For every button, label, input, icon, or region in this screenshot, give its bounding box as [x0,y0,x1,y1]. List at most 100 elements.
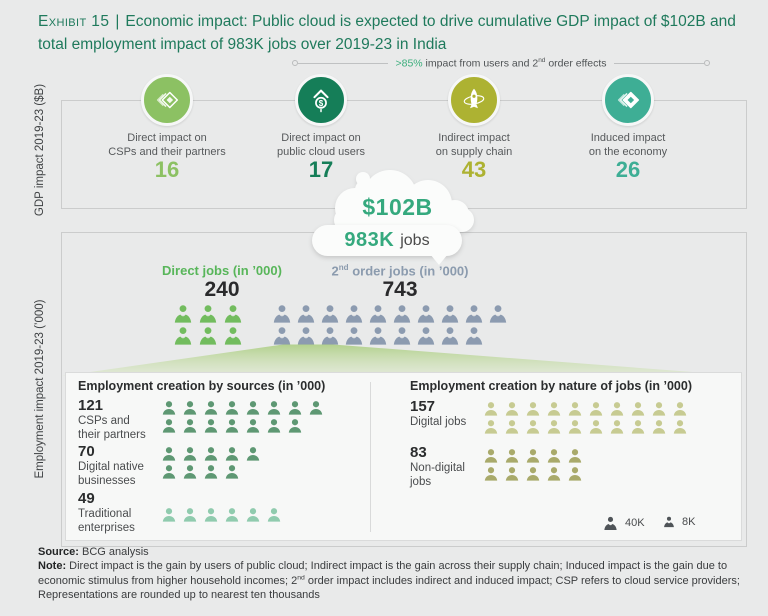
person-icon [368,326,388,345]
legend-40k: 40K [603,516,645,530]
non-digital-jobs-pictograph [483,448,583,481]
person-icon [488,304,508,323]
person-icon [483,448,499,463]
down-arrow-icon [430,254,448,265]
cloud-users-impact-label: Direct impact on public cloud users [276,132,366,159]
page-title: Exhibit 15 | Economic impact: Public cloud… [38,10,752,57]
person-icon [161,507,177,522]
person-icon [609,401,625,416]
person-icon [588,419,604,434]
jobs-total-pill: 983K jobs [312,225,462,256]
person-icon [245,418,261,433]
person-icon [483,466,499,481]
person-icon [672,401,688,416]
person-icon [504,419,520,434]
person-icon [546,448,562,463]
person-icon [483,401,499,416]
person-icon [272,304,292,323]
person-icon [266,400,282,415]
person-icon [198,304,218,323]
person-icon [567,419,583,434]
person-icon [161,464,177,479]
bracket-endpoint-dot [704,60,710,67]
person-icon [609,419,625,434]
supply-chain-impact-value: 43 [461,157,487,182]
digital-jobs-group-label: 157 Digital jobs [410,398,467,429]
cloud-users-impact-circle: $ [295,74,347,126]
rocket-orbit-icon [463,88,485,109]
title-text: Economic impact: Public cloud is expecte… [38,13,736,54]
person-icon [182,400,198,415]
person-icon [588,401,604,416]
person-icon [203,507,219,522]
person-icon [525,401,541,416]
person-icon [198,326,218,345]
person-icon [224,418,240,433]
person-icon [525,419,541,434]
person-icon [203,446,219,461]
person-icon [504,448,520,463]
person-icon [525,466,541,481]
person-icon [651,419,667,434]
person-icon [567,448,583,463]
second-order-jobs-pictograph [272,304,508,345]
person-icon [182,507,198,522]
person-icon [320,304,340,323]
gdp-axis-label: GDP impact 2019-23 ($B) [34,83,46,217]
traditional-pictograph [161,507,282,522]
person-icon [672,419,688,434]
csp-impact-circle [141,74,193,126]
person-icon [173,326,193,345]
traditional-group-label: 49 Traditional enterprises [78,490,135,535]
legend-8k: 8K [663,516,695,528]
bracket-line [298,62,389,64]
bracket-line [613,62,704,64]
person-icon [392,326,412,345]
person-icon [651,401,667,416]
person-icon [567,466,583,481]
economy-impact-circle [602,74,654,126]
person-icon [203,418,219,433]
person-icon [368,304,388,323]
person-icon [320,326,340,345]
person-icon [440,326,460,345]
csp-partners-group-label: 121 CSPs and their partners [78,397,146,442]
second-order-jobs-label: 2nd order jobs (in ’000) [331,263,469,279]
csp-partners-pictograph [161,400,324,433]
legend-small-person-icon [663,516,675,528]
person-icon [173,304,193,323]
digital-native-pictograph [161,446,261,479]
person-icon [663,516,675,528]
jobs-total-value: 983K [344,229,395,251]
person-icon [504,401,520,416]
stacked-diamonds-icon [617,91,640,109]
person-icon [603,516,618,530]
person-icon [266,418,282,433]
person-icon [223,304,243,323]
note-line: Note: Direct impact is the gain by users… [38,560,740,602]
person-icon [464,304,484,323]
person-icon [308,400,324,415]
second-order-jobs-value: 743 [382,278,418,301]
person-icon [224,507,240,522]
funnel-shape [62,344,745,376]
title-separator: | [115,13,120,30]
employment-breakdown-panel [65,372,742,541]
person-icon [161,418,177,433]
svg-text:$: $ [319,99,324,108]
person-icon [483,419,499,434]
person-icon [245,400,261,415]
person-icon [416,304,436,323]
person-icon [266,507,282,522]
person-icon [630,419,646,434]
person-icon [161,400,177,415]
person-icon [525,448,541,463]
csp-impact-label: Direct impact on CSPs and their partners [108,132,226,159]
legend-8k-label: 8K [682,516,696,528]
person-icon [161,446,177,461]
person-icon [224,446,240,461]
cloud-users-impact-value: 17 [308,157,334,182]
direct-jobs-label: Direct jobs (in ’000) [162,263,282,278]
person-icon [416,326,436,345]
digital-native-group-label: 70 Digital native businesses [78,443,144,488]
